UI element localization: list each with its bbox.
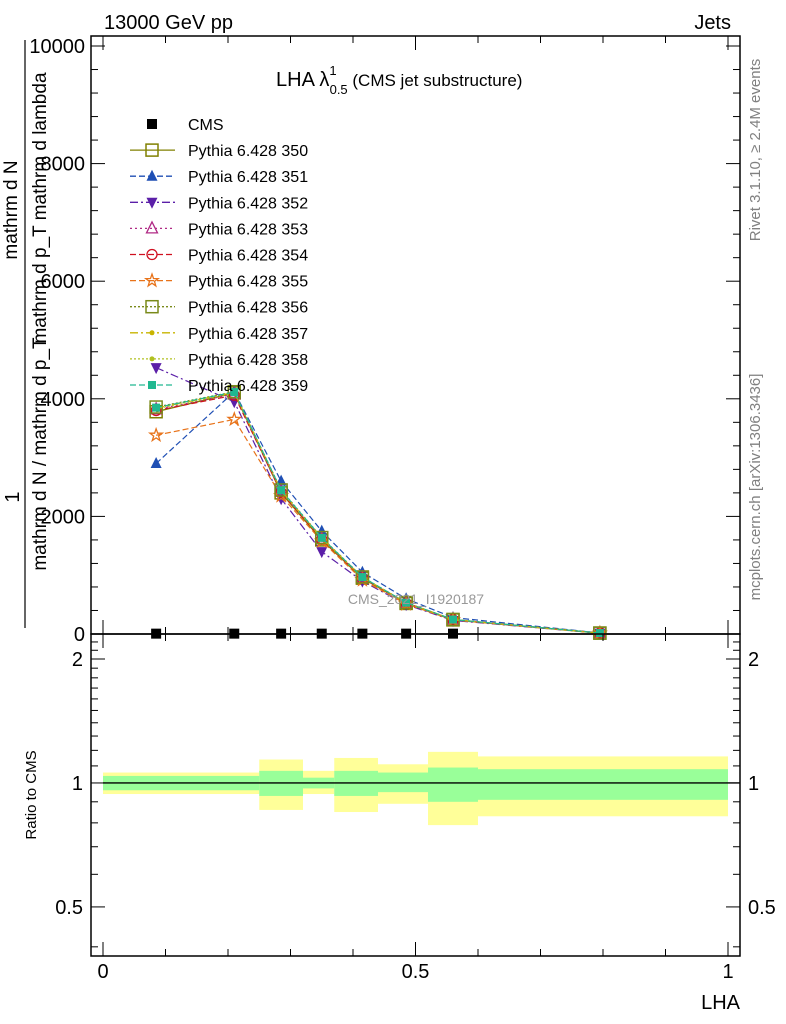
legend-label: Pythia 6.428 355	[188, 274, 308, 291]
x-tick-label: 0	[97, 961, 108, 983]
chart-title: LHA λ1 0.5 (CMS jet substructure)	[276, 63, 522, 97]
ratio-y-tick-label: 1	[72, 773, 83, 795]
marker-open-square	[145, 299, 159, 314]
marker-open-star	[272, 487, 290, 503]
legend-label: Pythia 6.428 357	[188, 326, 308, 343]
marker-open-square	[399, 595, 413, 610]
marker-triangle-up	[150, 456, 162, 468]
marker-filled-square	[148, 381, 156, 389]
y-tick-label: 6000	[41, 271, 86, 293]
legend-label: Pythia 6.428 350	[188, 143, 308, 160]
legend-label: Pythia 6.428 358	[188, 352, 308, 369]
y-axis-label: 1 mathrm d N mathrm d N / mathrm d p_T m…	[1, 40, 51, 628]
marker-filled-square	[230, 388, 239, 397]
ratio-y-tick-label-right: 2	[748, 649, 759, 671]
marker-triangle-down	[146, 197, 158, 209]
marker-dot	[149, 330, 155, 336]
header-left: 13000 GeV pp	[104, 12, 233, 34]
ylabel-denominator: mathrm d N / mathrm d p_T	[30, 337, 51, 571]
y-tick-label: 8000	[41, 154, 86, 176]
legend: CMS Pythia 6.428 350 Pythia 6.428 351 Pythi…	[130, 117, 308, 395]
marker-filled-square	[449, 615, 457, 624]
marker-open-square	[446, 612, 460, 627]
marker-open-star	[226, 410, 243, 427]
marker-triangle-up	[316, 524, 328, 536]
marker-open-square	[227, 384, 241, 399]
legend-label: Pythia 6.428 351	[188, 169, 308, 186]
series-line	[156, 391, 600, 634]
marker-triangle-down	[316, 547, 328, 559]
marker-open-square	[274, 483, 288, 497]
ylabel-right: mathrm d p_T mathrm d lambda	[30, 72, 51, 343]
marker-open-triangle	[145, 220, 159, 234]
marker-open-circle	[146, 248, 158, 261]
ratio-band-stat	[428, 767, 478, 802]
chart-title-sup: 1	[329, 63, 336, 78]
chart-title-sub: 0.5	[330, 82, 348, 97]
ylabel-numerator: mathrm d N	[1, 160, 22, 259]
ratio-y-tick-label-right: 0.5	[748, 897, 776, 919]
series-line	[155, 390, 600, 634]
marker-triangle-down	[150, 363, 162, 375]
ratio-ylabel: Ratio to CMS	[23, 750, 40, 839]
marker-open-square	[355, 570, 370, 584]
ylabel-one: 1	[2, 491, 24, 502]
rivet-label: Rivet 3.1.10, ≥ 2.4M events	[747, 59, 764, 242]
legend-label: CMS	[188, 117, 224, 134]
y-tick-label: 2000	[41, 506, 86, 528]
legend-label: Pythia 6.428 353	[188, 221, 308, 238]
ratio-band-stat	[478, 769, 728, 800]
marker-triangle-up	[146, 169, 158, 181]
marker-filled-square	[358, 573, 367, 582]
marker-filled-square	[317, 533, 326, 542]
marker-filled-square	[595, 629, 604, 638]
legend-label: Pythia 6.428 352	[188, 195, 308, 212]
ratio-y-tick-label: 2	[72, 649, 83, 671]
marker-dot	[149, 356, 155, 362]
y-tick-label: 0	[74, 624, 85, 646]
marker-open-star	[147, 426, 165, 443]
x-tick-label: 0.5	[402, 961, 430, 983]
series-line	[156, 392, 600, 634]
x-axis-label: LHA	[701, 992, 741, 1014]
marker-filled-square	[152, 403, 161, 412]
marker-filled-square	[277, 486, 286, 495]
legend-label: Pythia 6.428 354	[188, 248, 308, 265]
ratio-panel: 0.5 0.5 1 1 2 2 0 0.5 1	[55, 633, 776, 983]
series-pythia-6-428-359	[152, 388, 604, 638]
marker-filled-square	[402, 598, 411, 607]
header-right: Jets	[694, 12, 731, 34]
mcplots-label: mcplots.cern.ch [arXiv:1306.3436]	[747, 374, 764, 601]
ratio-y-tick-label: 0.5	[55, 897, 83, 919]
y-tick-label: 4000	[41, 389, 86, 411]
ratio-y-tick-label-right: 1	[748, 773, 759, 795]
x-tick-label: 1	[722, 961, 733, 983]
chart-title-suffix: (CMS jet substructure)	[348, 71, 523, 90]
watermark: CMS_2021_I1920187	[348, 591, 484, 607]
main-panel: 0 2000 4000 6000 8000 10000 CMS_2021_I1920187…	[29, 35, 741, 646]
marker-open-star	[143, 272, 161, 288]
marker-square	[147, 119, 157, 129]
marker-open-square	[145, 143, 159, 157]
y-tick-label: 10000	[29, 36, 85, 58]
marker-open-square	[315, 530, 329, 545]
series-line	[156, 418, 600, 634]
legend-label: Pythia 6.428 359	[188, 378, 308, 395]
series-line	[155, 367, 600, 634]
legend-label: Pythia 6.428 356	[188, 300, 308, 317]
chart-title-main: LHA λ	[276, 69, 329, 91]
